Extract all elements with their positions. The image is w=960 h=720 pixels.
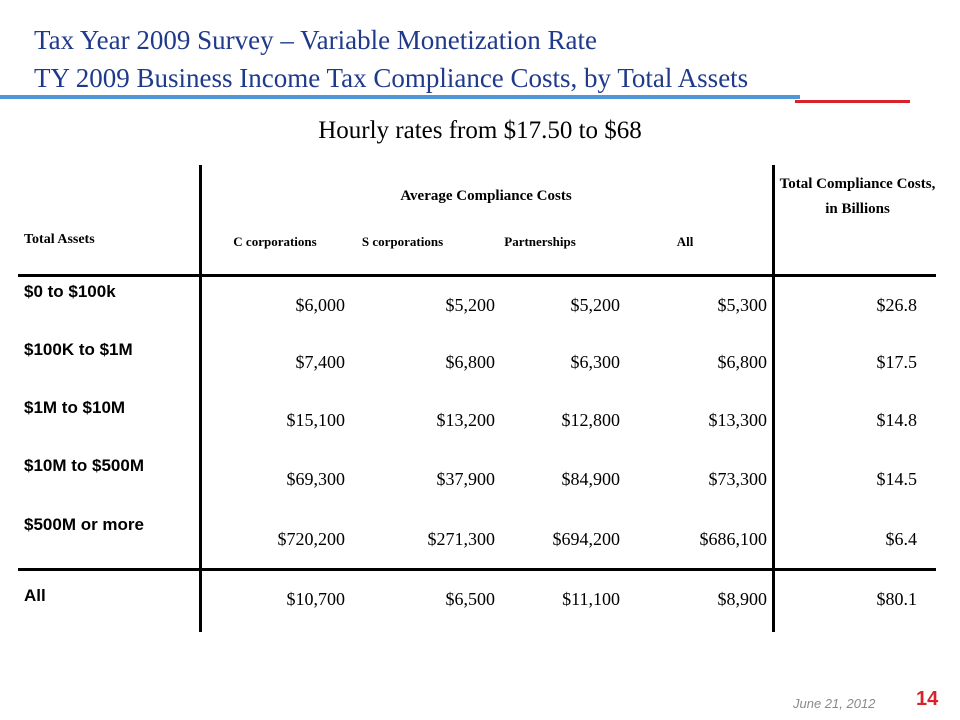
table-cell-total: $17.5 (876, 352, 918, 372)
table-divider-right (772, 165, 775, 632)
table-cell-total: $14.5 (876, 469, 918, 489)
table-cell-all: $5,300 (717, 295, 768, 315)
table-cell-total: $14.8 (876, 410, 918, 430)
table-row-label: $500M or more (24, 515, 144, 534)
table-cell-s-corporations: $271,300 (427, 529, 496, 549)
table-cell-total: $26.8 (876, 295, 918, 315)
slide-subtitle: Hourly rates from $17.50 to $68 (318, 117, 642, 144)
table-cell-c-corporations: $69,300 (286, 469, 346, 489)
table-cell-partnerships: $5,200 (570, 295, 621, 315)
header-total-assets: Total Assets (24, 232, 95, 247)
table-total-rule (18, 568, 936, 571)
header-all: All (676, 234, 694, 249)
table-cell-total: $6.4 (885, 529, 918, 549)
slide-title-line-1: Tax Year 2009 Survey – Variable Monetiza… (34, 25, 597, 55)
page-number: 14 (916, 688, 939, 710)
table-cell-all: $13,300 (708, 410, 768, 430)
table-row-label: $0 to $100k (24, 282, 116, 301)
table-cell-c-corporations: $720,200 (277, 529, 346, 549)
footer-date: June 21, 2012 (793, 696, 876, 711)
slide-title-line-2: TY 2009 Business Income Tax Compliance C… (34, 63, 749, 93)
table-cell-all: $8,900 (717, 589, 768, 609)
table-cell-all: $6,800 (717, 352, 768, 372)
table-cell-partnerships: $694,200 (552, 529, 621, 549)
table-row-label: $100K to $1M (24, 340, 133, 359)
title-underline-blue (0, 95, 800, 99)
table-row-label: All (24, 586, 46, 605)
table-row-label: $10M to $500M (24, 456, 144, 475)
table-cell-c-corporations: $7,400 (295, 352, 346, 372)
table-divider-left (199, 165, 202, 632)
table-cell-c-corporations: $6,000 (295, 295, 346, 315)
table-cell-all: $73,300 (708, 469, 768, 489)
header-s-corporations: S corporations (361, 234, 444, 249)
header-average-compliance-costs: Average Compliance Costs (400, 188, 572, 204)
table-cell-partnerships: $11,100 (562, 589, 620, 609)
table-cell-partnerships: $84,900 (561, 469, 621, 489)
header-partnerships: Partnerships (504, 234, 576, 249)
table-header-rule (18, 274, 936, 277)
header-total-compliance-costs: Total Compliance Costs, in Billions (779, 176, 936, 217)
table-cell-s-corporations: $6,800 (445, 352, 496, 372)
table-cell-s-corporations: $13,200 (436, 410, 496, 430)
table-cell-s-corporations: $5,200 (445, 295, 496, 315)
title-underline-red (795, 100, 910, 103)
table-cell-s-corporations: $37,900 (436, 469, 496, 489)
table-cell-total: $80.1 (876, 589, 918, 609)
table-cell-s-corporations: $6,500 (445, 589, 496, 609)
table-cell-c-corporations: $15,100 (286, 410, 346, 430)
table-cell-partnerships: $6,300 (570, 352, 621, 372)
header-c-corporations: C corporations (233, 234, 317, 249)
table-row-label: $1M to $10M (24, 398, 126, 417)
table-cell-all: $686,100 (699, 529, 768, 549)
table-cell-c-corporations: $10,700 (286, 589, 346, 609)
table-cell-partnerships: $12,800 (561, 410, 621, 430)
